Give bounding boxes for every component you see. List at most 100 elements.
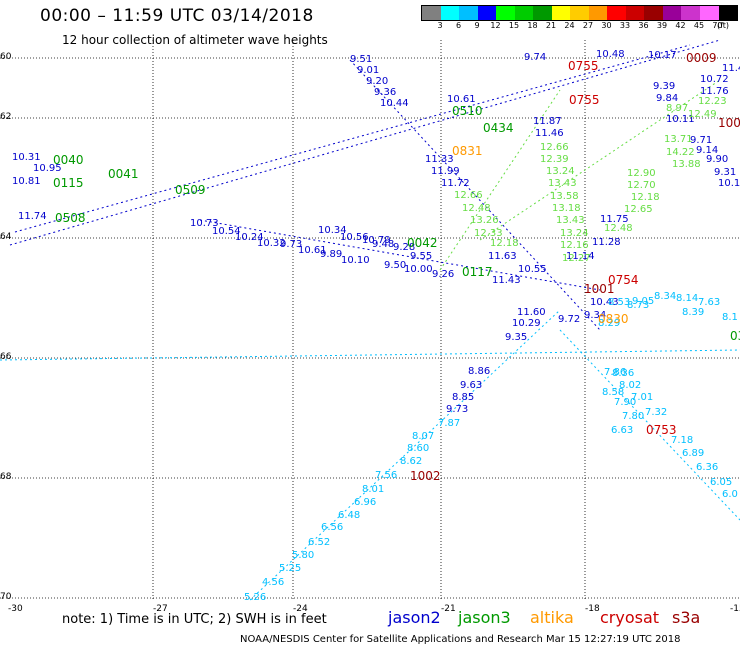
legend-entry-jason3: jason3 bbox=[458, 608, 511, 627]
wave-height-label: 11.14 bbox=[566, 251, 595, 262]
color-swatch bbox=[644, 6, 663, 20]
wave-height-label: 9.74 bbox=[524, 52, 546, 63]
color-swatch bbox=[662, 6, 682, 20]
color-swatch bbox=[699, 6, 719, 20]
wave-height-label: 7.87 bbox=[438, 418, 460, 429]
color-tick-label: 12 bbox=[490, 21, 501, 30]
pass-time-label: 0009 bbox=[686, 51, 717, 65]
wave-height-label: 10.48 bbox=[596, 49, 625, 60]
wave-height-label: 11.75 bbox=[600, 214, 629, 225]
wave-height-label: 13.24 bbox=[546, 166, 575, 177]
longitude-label: -27 bbox=[153, 604, 168, 614]
wave-height-label: 6.48 bbox=[338, 510, 360, 521]
wave-height-label: 7.86 bbox=[604, 367, 626, 378]
wave-height-label: 13.18 bbox=[552, 203, 581, 214]
wave-height-label: 8.86 bbox=[468, 366, 490, 377]
pass-time-label: 0117 bbox=[462, 265, 493, 279]
color-tick-label: 39 bbox=[656, 21, 668, 30]
legend-entry-s3a: s3a bbox=[672, 608, 701, 627]
pass-time-label: 0040 bbox=[53, 153, 84, 167]
pass-time-label: 0831 bbox=[452, 144, 483, 158]
wave-height-label: 9.73 bbox=[446, 404, 468, 415]
wave-height-label: 10.56 bbox=[340, 232, 369, 243]
color-swatch bbox=[718, 6, 738, 20]
pass-time-label: 0042 bbox=[407, 236, 438, 250]
wave-height-label: 7.18 bbox=[671, 435, 693, 446]
wave-height-label: 9.31 bbox=[714, 167, 736, 178]
wave-height-label: 8.58 bbox=[602, 387, 624, 398]
wave-height-label: 10.55 bbox=[518, 264, 547, 275]
wave-height-label: 8.34 bbox=[654, 291, 676, 302]
wave-height-label: 11.87 bbox=[533, 116, 562, 127]
wave-height-label: 5.26 bbox=[244, 592, 266, 603]
latitude-label: 60 bbox=[0, 52, 12, 62]
wave-height-label: 10.95 bbox=[33, 163, 62, 174]
wave-height-label: 10.73 bbox=[190, 218, 219, 229]
pass-time-label: 0434 bbox=[483, 121, 514, 135]
color-tick-label: 42 bbox=[675, 21, 686, 30]
wave-height-label: 13.88 bbox=[672, 159, 701, 170]
wave-height-label: 9.89 bbox=[320, 249, 342, 260]
color-tick-label: 30 bbox=[601, 21, 612, 30]
wave-height-label: 10.81 bbox=[12, 176, 41, 187]
color-tick-label: 27 bbox=[582, 21, 594, 30]
wave-height-label: 12.18 bbox=[631, 192, 660, 203]
latitude-label: 68 bbox=[0, 472, 12, 482]
latitude-label: 62 bbox=[0, 112, 12, 122]
footer-credit: NOAA/NESDIS Center for Satellite Applica… bbox=[240, 634, 681, 645]
satellite-track bbox=[479, 79, 721, 241]
wave-height-label: 9.48 bbox=[372, 239, 394, 250]
wave-height-label: 8.01 bbox=[362, 484, 384, 495]
wave-height-label: 6.89 bbox=[682, 448, 704, 459]
wave-height-label: 6.0 bbox=[722, 489, 738, 500]
wave-height-label: 8.36 bbox=[612, 368, 634, 379]
wave-height-label: 8.60 bbox=[407, 443, 429, 454]
wave-height-label: 7.63 bbox=[698, 297, 720, 308]
wave-height-label: 7.56 bbox=[375, 470, 397, 481]
color-swatch bbox=[607, 6, 626, 20]
wave-height-label: 9.14 bbox=[696, 145, 718, 156]
wave-height-label: 9.51 bbox=[350, 54, 372, 65]
wave-height-label: 8.29 bbox=[598, 318, 620, 329]
pass-time-label: 0753 bbox=[646, 423, 677, 437]
wave-height-label: 12.18 bbox=[490, 238, 519, 249]
longitude-label: -30 bbox=[8, 604, 23, 614]
color-swatch bbox=[440, 6, 460, 20]
latitude-label: 66 bbox=[0, 352, 12, 362]
wave-height-label: 10.29 bbox=[512, 318, 541, 329]
wave-height-label: 5.25 bbox=[279, 563, 301, 574]
longitude-label: -21 bbox=[441, 604, 456, 614]
color-swatch bbox=[496, 6, 515, 20]
color-swatch bbox=[570, 6, 589, 20]
wave-height-label: 9.28 bbox=[393, 242, 415, 253]
wave-height-label: 10.61 bbox=[298, 245, 327, 256]
pass-time-label: 0755 bbox=[568, 59, 599, 73]
wave-height-label: 9.55 bbox=[410, 251, 432, 262]
color-scale-unit: (ft) bbox=[717, 21, 730, 30]
wave-height-label: 10.72 bbox=[700, 74, 729, 85]
page-subtitle: 12 hour collection of altimeter wave hei… bbox=[62, 33, 328, 47]
wave-height-label: 8.73 bbox=[627, 300, 649, 311]
wave-height-label: 12.23 bbox=[698, 96, 727, 107]
wave-height-label: 9.72 bbox=[558, 314, 580, 325]
color-swatch bbox=[422, 6, 441, 20]
color-tick-label: 3 bbox=[437, 21, 443, 30]
color-tick-label: 9 bbox=[474, 21, 480, 30]
wave-height-label: 13.58 bbox=[550, 191, 579, 202]
wave-height-label: 10.1 bbox=[718, 178, 740, 189]
wave-height-label: 11.74 bbox=[18, 211, 47, 222]
wave-height-label: 12.66 bbox=[454, 190, 483, 201]
wave-height-label: 12.90 bbox=[627, 168, 656, 179]
wave-height-label: 10.31 bbox=[12, 152, 41, 163]
wave-height-label: 9.39 bbox=[653, 81, 675, 92]
wave-height-label: 10.00 bbox=[404, 264, 433, 275]
wave-height-label: 12.48 bbox=[462, 203, 491, 214]
color-tick-label: 24 bbox=[564, 21, 575, 30]
wave-height-label: 10.32 bbox=[257, 238, 286, 249]
wave-height-label: 10.11 bbox=[666, 114, 695, 125]
color-tick-label: 70 bbox=[712, 21, 723, 30]
wave-height-label: 11.43 bbox=[492, 275, 521, 286]
wave-height-label: 9.34 bbox=[584, 310, 606, 321]
wave-height-label: 8.14 bbox=[676, 293, 698, 304]
